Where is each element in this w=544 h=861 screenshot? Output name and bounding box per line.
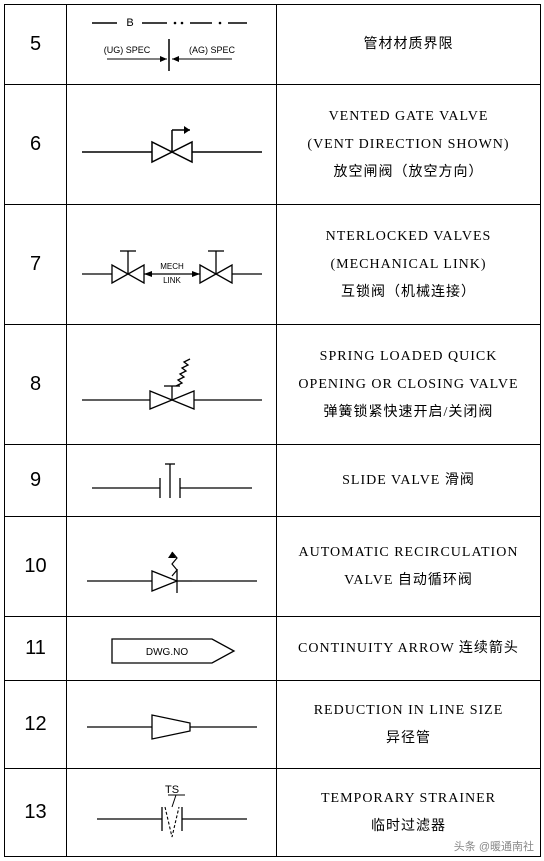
description-line: 互锁阀（机械连接） [279,279,538,307]
symbol-svg [72,693,272,751]
symbol-svg: MECH LINK [72,229,272,295]
description-line: REDUCTION IN LINE SIZE [279,697,538,725]
row-number: 6 [5,85,67,205]
description-line: 管材材质界限 [279,31,538,59]
table-row: 5 B (UG) SPEC (AG) SPEC 管材材质界限 [5,5,541,85]
symbol-cell: DWG.NO [67,617,277,681]
description-line: 放空闸阀（放空方向） [279,159,538,187]
svg-text:B: B [126,17,133,29]
description-line: TEMPORARY STRAINER [279,785,538,813]
description-line: (VENT DIRECTION SHOWN) [279,131,538,159]
svg-text:(AG) SPEC: (AG) SPEC [188,45,235,55]
svg-text:LINK: LINK [163,276,181,285]
description-line: NTERLOCKED VALVES [279,223,538,251]
description-cell: SLIDE VALVE 滑阀 [277,445,541,517]
symbol-cell: MECH LINK [67,205,277,325]
table-row: 12 REDUCTION IN LINE SIZE异径管 [5,681,541,769]
description-cell: 管材材质界限 [277,5,541,85]
description-line: SLIDE VALVE 滑阀 [279,467,538,495]
symbol-svg [72,112,272,172]
row-number: 5 [5,5,67,85]
description-cell: VENTED GATE VALVE(VENT DIRECTION SHOWN)放… [277,85,541,205]
symbol-svg [72,452,272,504]
symbol-cell [67,681,277,769]
description-line: VALVE 自动循环阀 [279,567,538,595]
description-line: VENTED GATE VALVE [279,103,538,131]
table-row: 8 SPRING LOADED QUICKOPENING OR CLOSING V… [5,325,541,445]
row-number: 10 [5,517,67,617]
description-line: SPRING LOADED QUICK [279,343,538,371]
svg-text:(UG) SPEC: (UG) SPEC [103,45,150,55]
description-cell: CONTINUITY ARROW 连续箭头 [277,617,541,681]
description-line: CONTINUITY ARROW 连续箭头 [279,635,538,663]
description-cell: AUTOMATIC RECIRCULATIONVALVE 自动循环阀 [277,517,541,617]
table-row: 11 DWG.NO CONTINUITY ARROW 连续箭头 [5,617,541,681]
symbol-svg: B (UG) SPEC (AG) SPEC [72,9,272,75]
watermark: 头条 @暖通南社 [454,838,534,854]
symbol-cell [67,445,277,517]
description-line: (MECHANICAL LINK) [279,251,538,279]
symbol-svg: DWG.NO [72,621,272,671]
symbol-cell [67,85,277,205]
svg-text:DWG.NO: DWG.NO [145,647,187,658]
row-number: 11 [5,617,67,681]
symbol-cell [67,517,277,617]
symbol-svg [72,531,272,597]
description-cell: NTERLOCKED VALVES(MECHANICAL LINK)互锁阀（机械… [277,205,541,325]
description-line: OPENING OR CLOSING VALVE [279,371,538,399]
table-row: 10 AUTOMATIC RECIRCULATIONVALVE 自动循环阀 [5,517,541,617]
symbol-cell: TS [67,769,277,857]
table-row: 7 MECH LINK NTERLOCKED VALVES(MECHANICAL LI… [5,205,541,325]
svg-text:TS: TS [164,784,178,796]
description-line: 临时过滤器 [279,813,538,841]
row-number: 12 [5,681,67,769]
description-cell: SPRING LOADED QUICKOPENING OR CLOSING VA… [277,325,541,445]
symbol-cell: B (UG) SPEC (AG) SPEC [67,5,277,85]
description-line: 弹簧锁紧快速开启/关闭阀 [279,399,538,427]
symbol-svg [72,352,272,412]
row-number: 8 [5,325,67,445]
svg-text:MECH: MECH [160,262,184,271]
symbol-cell [67,325,277,445]
row-number: 9 [5,445,67,517]
table-row: 9 SLIDE VALVE 滑阀 [5,445,541,517]
description-line: 异径管 [279,725,538,753]
table-row: 6 VENTED GATE VALVE(VENT DIRECTION SHOWN)… [5,85,541,205]
row-number: 7 [5,205,67,325]
symbol-table: 5 B (UG) SPEC (AG) SPEC 管材材质界限 6 VENTED GATE V… [4,4,541,857]
symbol-svg: TS [72,777,272,843]
row-number: 13 [5,769,67,857]
description-line: AUTOMATIC RECIRCULATION [279,539,538,567]
description-cell: REDUCTION IN LINE SIZE异径管 [277,681,541,769]
